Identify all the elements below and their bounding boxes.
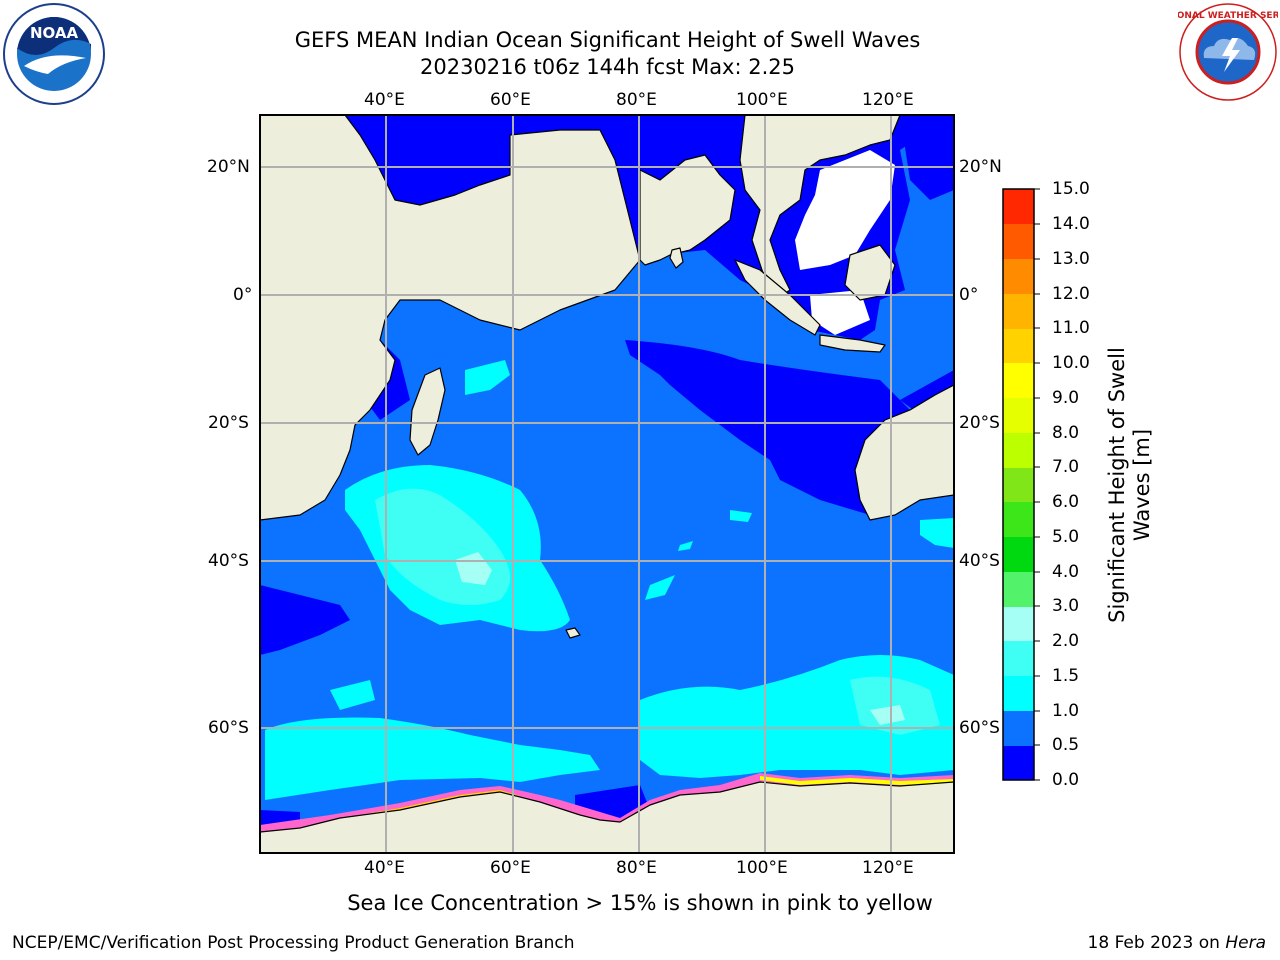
colorbar-bin xyxy=(1003,537,1034,572)
lat-label-right: 40°S xyxy=(959,551,1000,571)
colorbar-label: 1.0 xyxy=(1052,701,1080,721)
footer-credit: NCEP/EMC/Verification Post Processing Pr… xyxy=(12,933,575,953)
lat-label-left: 0° xyxy=(233,285,253,305)
colorbar-bin xyxy=(1003,224,1034,259)
lat-label-right: 20°N xyxy=(959,157,1002,177)
nws-logo-icon: NATIONAL WEATHER SERVICE xyxy=(1178,3,1278,101)
lat-label-right: 0° xyxy=(959,285,979,305)
footer-date: 18 Feb 2023 on Hera xyxy=(1088,932,1266,954)
colorbar-label: 9.0 xyxy=(1052,388,1080,408)
colorbar-bin xyxy=(1003,572,1034,607)
colorbar-label: 15.0 xyxy=(1052,179,1090,199)
colorbar-label: 0.0 xyxy=(1052,770,1080,790)
colorbar-label: 8.0 xyxy=(1052,423,1080,443)
colorbar-label: 7.0 xyxy=(1052,457,1080,477)
colorbar-title-line2: Waves [m] xyxy=(1130,428,1154,542)
title-line-2: 20230216 t06z 144h fcst Max: 2.25 xyxy=(420,55,795,79)
colorbar-label: 13.0 xyxy=(1052,249,1090,269)
lon-label-top: 80°E xyxy=(616,90,657,110)
map-frame xyxy=(259,114,955,854)
lon-label-top: 40°E xyxy=(364,90,405,110)
colorbar-bin xyxy=(1003,676,1034,711)
colorbar-bin xyxy=(1003,433,1034,468)
lat-label-right: 60°S xyxy=(959,718,1000,738)
colorbar-label: 1.5 xyxy=(1052,666,1080,686)
noaa-logo-text: NOAA xyxy=(30,24,79,42)
land-masses xyxy=(260,115,954,853)
colorbar-label: 3.0 xyxy=(1052,596,1080,616)
colorbar-bin xyxy=(1003,363,1034,398)
colorbar-bin xyxy=(1003,398,1034,433)
lon-label-bottom: 100°E xyxy=(736,858,788,878)
colorbar-label: 10.0 xyxy=(1052,353,1090,373)
map-graticule xyxy=(260,115,954,853)
lat-label-left: 20°N xyxy=(207,157,250,177)
lon-label-bottom: 120°E xyxy=(862,858,914,878)
title-line-1: GEFS MEAN Indian Ocean Significant Heigh… xyxy=(294,28,921,52)
lon-label-top: 100°E xyxy=(736,90,788,110)
colorbar-bin xyxy=(1003,259,1034,294)
colorbar-label: 11.0 xyxy=(1052,318,1090,338)
lat-label-left: 60°S xyxy=(208,718,249,738)
colorbar xyxy=(1002,188,1040,781)
colorbar-bin xyxy=(1003,711,1034,746)
no-data-region xyxy=(795,150,895,335)
lon-label-bottom: 60°E xyxy=(490,858,531,878)
lon-label-top: 120°E xyxy=(862,90,914,110)
colorbar-bin xyxy=(1003,641,1034,676)
colorbar-label: 12.0 xyxy=(1052,284,1090,304)
sea-ice-note: Sea Ice Concentration > 15% is shown in … xyxy=(347,891,933,915)
colorbar-label: 5.0 xyxy=(1052,527,1080,547)
colorbar-label: 0.5 xyxy=(1052,735,1080,755)
colorbar-title-line1: Significant Height of Swell xyxy=(1105,347,1129,623)
footer-machine: Hera xyxy=(1225,933,1266,953)
colorbar-bin xyxy=(1003,467,1034,502)
swell-high-region xyxy=(375,488,940,735)
footer-date-text: 18 Feb 2023 on xyxy=(1087,933,1226,953)
nws-logo-text: NATIONAL WEATHER SERVICE xyxy=(1178,11,1278,21)
colorbar-label: 4.0 xyxy=(1052,562,1080,582)
colorbar-bin xyxy=(1003,328,1034,363)
colorbar-label: 6.0 xyxy=(1052,492,1080,512)
lat-label-left: 20°S xyxy=(208,413,249,433)
colorbar-bin xyxy=(1003,745,1034,780)
colorbar-bin xyxy=(1003,502,1034,537)
lat-label-left: 40°S xyxy=(208,551,249,571)
lat-label-right: 20°S xyxy=(959,413,1000,433)
lon-label-top: 60°E xyxy=(490,90,531,110)
lon-label-bottom: 80°E xyxy=(616,858,657,878)
noaa-logo-icon: NOAA xyxy=(3,3,105,105)
colorbar-bin xyxy=(1003,189,1034,224)
colorbar-bin xyxy=(1003,606,1034,641)
lon-label-bottom: 40°E xyxy=(364,858,405,878)
colorbar-bin xyxy=(1003,294,1034,329)
colorbar-label: 14.0 xyxy=(1052,214,1090,234)
colorbar-label: 2.0 xyxy=(1052,631,1080,651)
